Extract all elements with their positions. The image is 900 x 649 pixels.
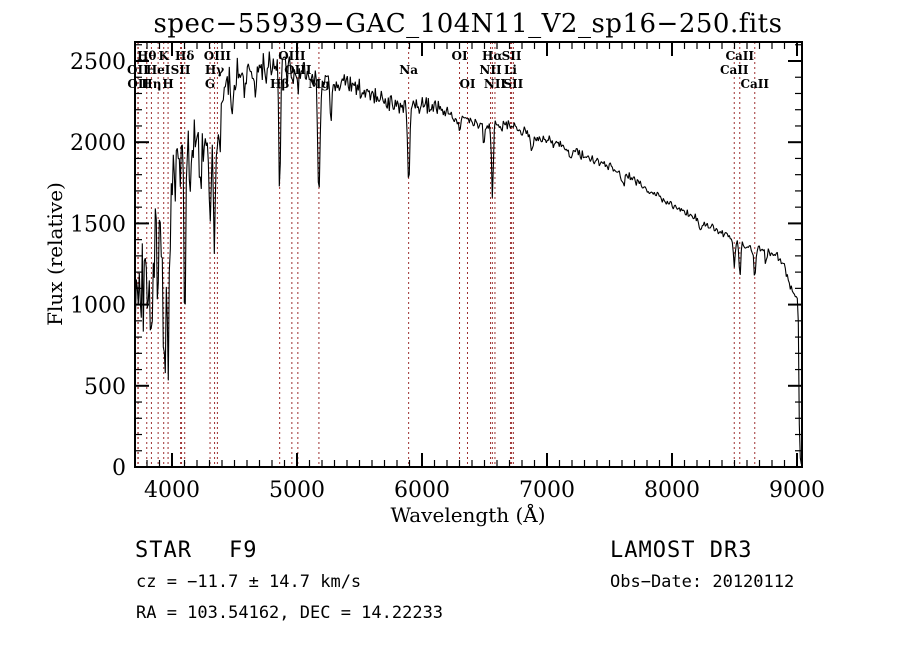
x-axis-label: Wavelength (Å) xyxy=(390,502,545,527)
line-label: Na xyxy=(399,63,418,77)
line-label: Hα xyxy=(482,49,503,63)
x-tick-label: 5000 xyxy=(269,478,325,503)
y-tick-label: 2500 xyxy=(70,50,126,75)
line-label: OIII xyxy=(204,49,232,63)
plot-title: spec−55939−GAC_104N11_V2_sp16−250.fits xyxy=(154,9,783,39)
line-label: OI xyxy=(451,49,467,63)
y-tick-label: 2000 xyxy=(70,131,126,156)
line-label: K xyxy=(158,49,169,63)
object-class-label: STAR xyxy=(135,538,192,563)
line-label: NII xyxy=(479,63,502,77)
plot-frame xyxy=(134,41,803,468)
line-label-group: OIIOIIHθHηHeIKHSIIHδGHγOIIIHβOIIIOIIIMgN… xyxy=(127,49,769,91)
y-tick-label: 1000 xyxy=(70,294,126,319)
tick-label-group: 4000 5000 6000 7000 8000 9000 0 500 1000 1500 2000… xyxy=(70,50,825,503)
line-label: SII xyxy=(502,49,522,63)
line-label: H xyxy=(162,77,173,91)
line-label: OI xyxy=(459,77,475,91)
x-tick-label: 7000 xyxy=(519,478,575,503)
line-label: OII xyxy=(127,77,149,91)
line-label: Hη xyxy=(141,77,161,91)
line-label: SII xyxy=(171,63,191,77)
y-axis-label: Flux (relative) xyxy=(43,182,67,326)
line-label: G xyxy=(205,77,215,91)
line-label: Hδ xyxy=(175,49,194,63)
y-tick-label: 500 xyxy=(84,375,126,400)
obs-date-line: Obs−Date: 20120112 xyxy=(610,572,794,592)
object-subclass: F9 xyxy=(229,538,258,563)
line-label: CaII xyxy=(720,63,749,77)
line-label: HeI xyxy=(146,63,171,77)
axes-frame-group xyxy=(134,41,803,468)
cz-value-line: cz = −11.7 ± 14.7 km/s xyxy=(136,572,361,592)
line-label: NII xyxy=(484,77,507,91)
line-label: Li xyxy=(504,63,517,77)
x-tick-label: 9000 xyxy=(769,478,825,503)
spectrum-curve-group xyxy=(134,51,802,465)
line-label: OII xyxy=(127,63,149,77)
line-label: Hθ xyxy=(137,49,156,63)
y-tick-label: 0 xyxy=(112,456,126,481)
spectrum-line xyxy=(134,51,802,465)
x-tick-label: 6000 xyxy=(394,478,450,503)
ra-dec-line: RA = 103.54162, DEC = 14.22233 xyxy=(136,603,443,623)
line-label: Hβ xyxy=(270,77,289,91)
line-label: Hγ xyxy=(205,63,224,77)
line-label: SII xyxy=(503,77,523,91)
x-tick-label: 8000 xyxy=(644,478,700,503)
line-marker-group xyxy=(137,42,756,467)
y-tick-label: 1500 xyxy=(70,212,126,237)
line-label: CaII xyxy=(740,77,769,91)
survey-release: LAMOST DR3 xyxy=(610,538,752,563)
x-tick-label: 4000 xyxy=(144,478,200,503)
line-label: CaII xyxy=(725,49,754,63)
